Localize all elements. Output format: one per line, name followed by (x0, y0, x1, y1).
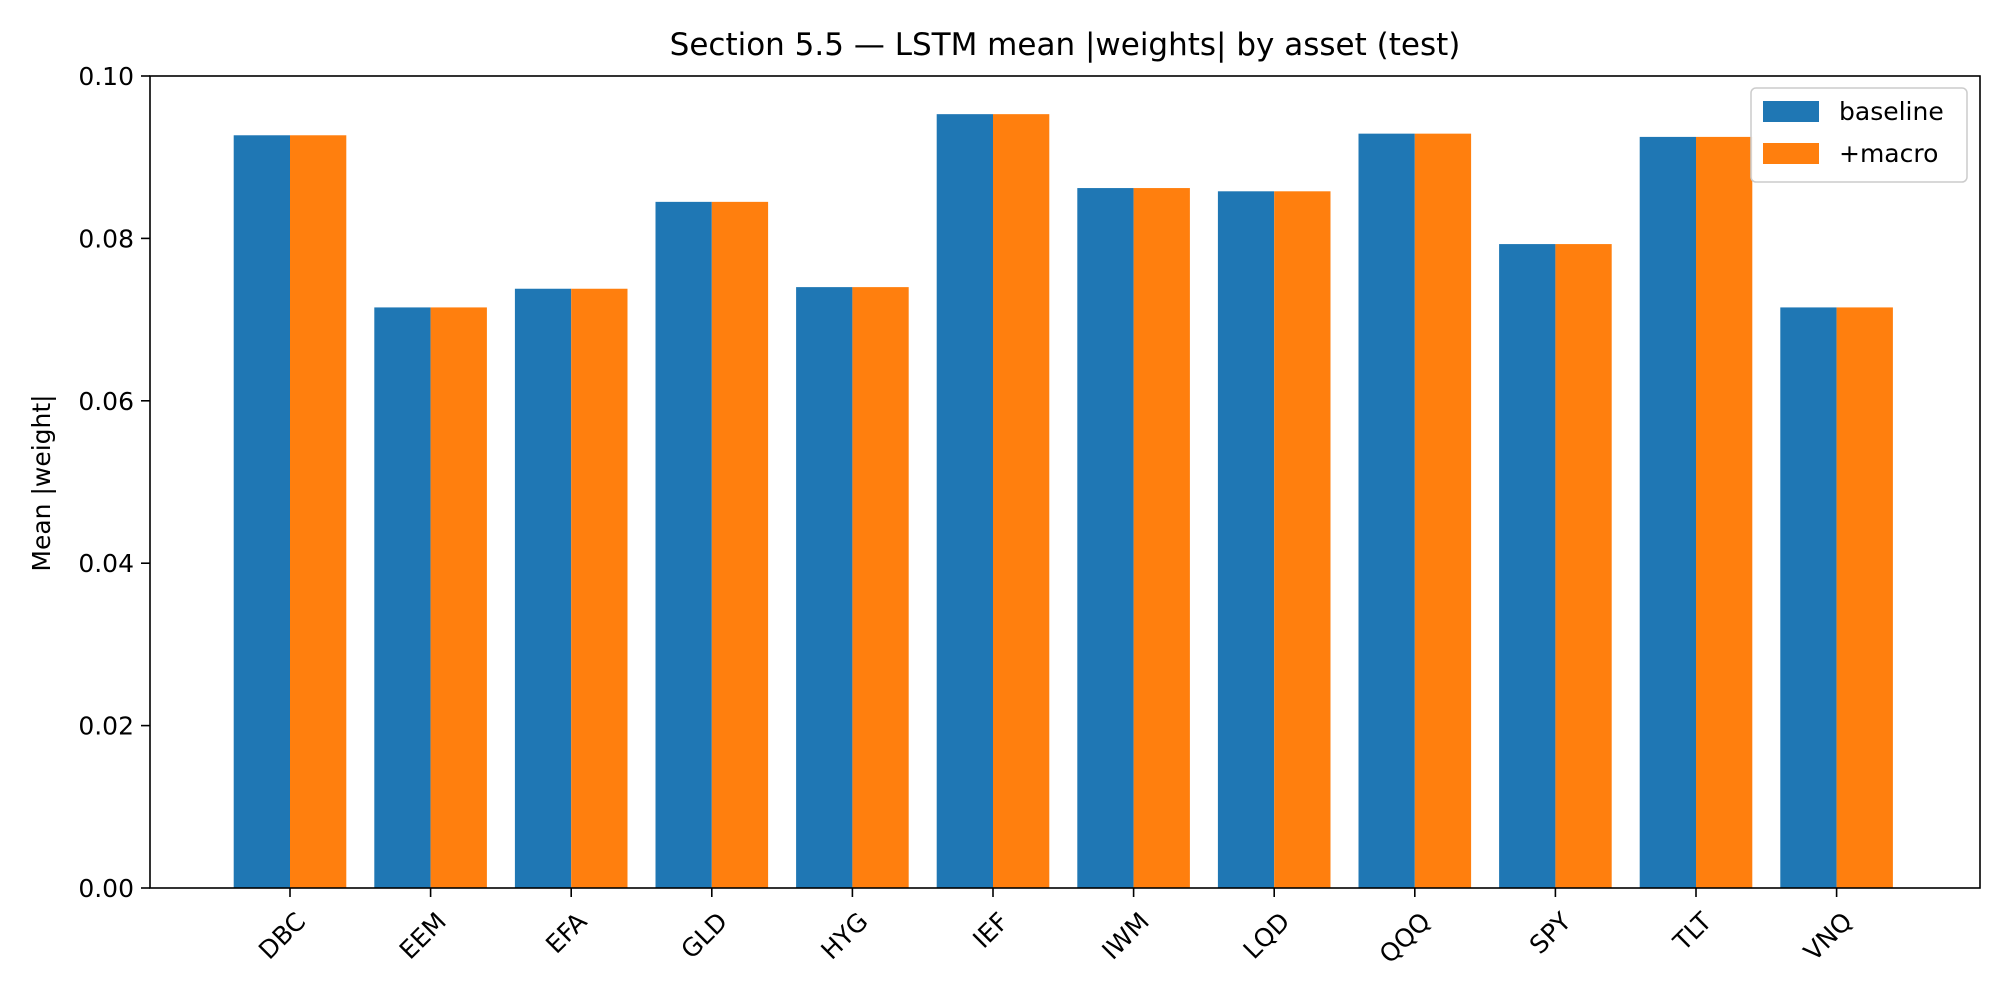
x-tick-label: TLT (1667, 906, 1718, 957)
x-tick-label: VNQ (1798, 907, 1858, 967)
legend-label: baseline (1839, 97, 1944, 126)
bar-baseline-lqd (1217, 191, 1275, 889)
bar-baseline-spy (1499, 244, 1556, 888)
x-tick-label: GLD (675, 907, 733, 965)
y-tick-label: 0.00 (78, 874, 134, 903)
bar-macro-eem (430, 307, 487, 888)
bar-macro-efa (571, 288, 628, 888)
bar-macro-iwm (1133, 188, 1190, 888)
bar-baseline-eem (374, 307, 431, 888)
x-tick-label: IEF (967, 907, 1014, 954)
bar-baseline-qqq (1358, 133, 1415, 888)
x-tick-label: SPY (1524, 906, 1577, 959)
y-tick-label: 0.02 (78, 712, 134, 741)
bar-macro-vnq (1836, 307, 1893, 888)
bar-baseline-ief (936, 114, 993, 888)
y-axis-label: Mean |weight| (27, 394, 56, 571)
bar-baseline-efa (514, 288, 572, 888)
legend-swatch (1763, 143, 1819, 164)
y-tick-label: 0.08 (78, 224, 134, 253)
x-tick-label: HYG (815, 907, 873, 965)
bar-baseline-dbc (233, 135, 290, 888)
bar-macro-qqq (1414, 133, 1472, 888)
y-tick-label: 0.10 (78, 62, 134, 91)
x-tick-label: QQQ (1374, 907, 1436, 969)
legend: baseline +macro (1750, 87, 1968, 183)
bar-macro-tlt (1696, 136, 1753, 888)
bar-macro-spy (1555, 244, 1612, 888)
bar-baseline-vnq (1780, 307, 1837, 888)
y-tick-label: 0.04 (78, 549, 134, 578)
bar-baseline-tlt (1639, 136, 1696, 888)
bar-macro-lqd (1274, 191, 1331, 889)
bar-macro-dbc (290, 135, 347, 888)
x-tick-label: EEM (394, 907, 452, 965)
plot-area: DBC EEM EFA GLD HYG IEF IWM LQD QQQ SPY TLT VNQ 0.00… (78, 62, 1981, 969)
x-tick-label: DBC (253, 907, 311, 965)
y-tick-label: 0.06 (78, 387, 134, 416)
axes-frame (149, 75, 1981, 889)
x-tick-label: IWM (1096, 907, 1154, 965)
chart-title: Section 5.5 — LSTM mean |weights| by ass… (670, 27, 1461, 63)
bar-macro-gld (711, 201, 769, 889)
bar-baseline-iwm (1077, 188, 1134, 888)
bar-baseline-gld (655, 201, 712, 889)
legend-label: +macro (1839, 139, 1938, 168)
bar-macro-ief (993, 114, 1050, 888)
x-tick-label: EFA (540, 907, 592, 959)
x-tick-label: LQD (1238, 907, 1296, 965)
legend-swatch (1763, 101, 1819, 122)
bar-macro-hyg (852, 287, 909, 888)
bar-baseline-hyg (796, 287, 853, 888)
